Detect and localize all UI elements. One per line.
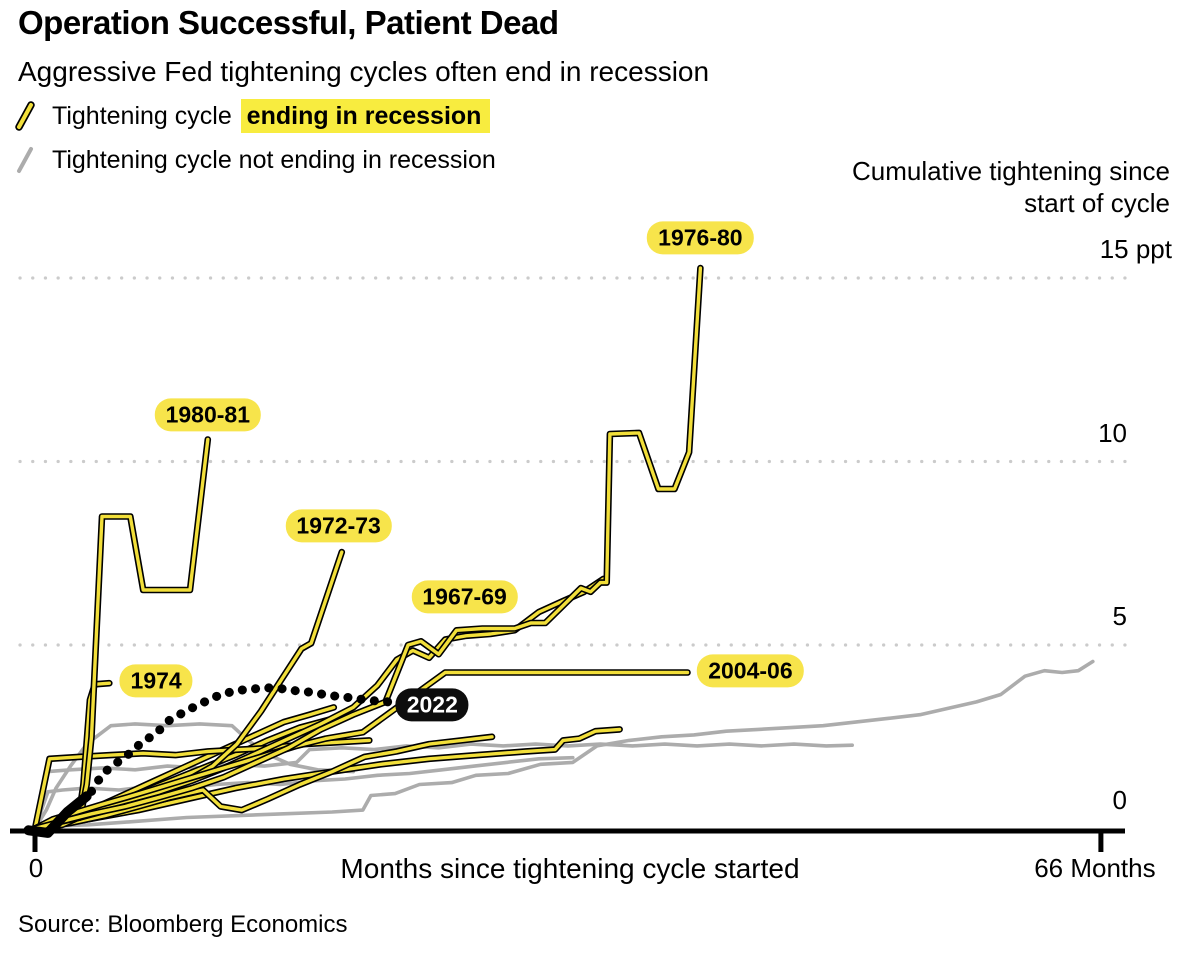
- no-recession-line-icon: [17, 147, 33, 173]
- y-tick-label-5: 5: [1112, 601, 1127, 631]
- recession-line-icon: [15, 101, 35, 131]
- series-no-recession-long: [33, 659, 1095, 829]
- y-tick-label-15: 15 ppt: [1099, 234, 1172, 264]
- source-note: Source: Bloomberg Economics: [18, 911, 348, 938]
- cycle-label-1972-73: 1972-73: [285, 509, 392, 543]
- legend-recession-prefix: Tightening cycle: [52, 101, 239, 130]
- series-1976-80: [33, 266, 703, 831]
- cycle-label-1974: 1974: [119, 664, 193, 698]
- y-tick-label-0: 0: [1112, 784, 1127, 815]
- cycle-label-1976-80: 1976-80: [647, 221, 754, 255]
- series-recession-d: [33, 735, 494, 831]
- series-no-recession-d: [33, 722, 355, 831]
- page-subtitle: Aggressive Fed tightening cycles often e…: [18, 56, 710, 87]
- x-tick-label-0: 0: [28, 853, 44, 883]
- cycle-label-1980-81: 1980-81: [154, 398, 262, 432]
- x-axis-title: Months since tightening cycle started: [340, 853, 800, 884]
- legend-recession-label: Tightening cycle ending in recession: [52, 98, 491, 133]
- y-tick-label-10: 10: [1098, 417, 1127, 448]
- y-axis-title: Cumulative tightening since start of cyc…: [852, 156, 1170, 218]
- recession-line-icon-core: [17, 103, 33, 129]
- page-title: Operation Successful, Patient Dead: [18, 4, 559, 41]
- series-2004-06: [33, 670, 690, 831]
- series-2022-projected: [87, 683, 394, 796]
- series-recession-c: [33, 727, 622, 831]
- cycle-label-2022: 2022: [395, 688, 469, 722]
- cycle-label-2004-06: 2004-06: [697, 654, 804, 688]
- legend-no-recession-label: Tightening cycle not ending in recession: [52, 145, 496, 174]
- legend-item-recession: Tightening cycle ending in recession: [12, 98, 491, 133]
- legend-item-no-recession: Tightening cycle not ending in recession: [12, 144, 496, 176]
- cycle-label-1967-69: 1967-69: [411, 580, 518, 614]
- x-tick-label-66: 66 Months: [1034, 853, 1156, 883]
- legend-recession-highlight: ending in recession: [240, 98, 491, 133]
